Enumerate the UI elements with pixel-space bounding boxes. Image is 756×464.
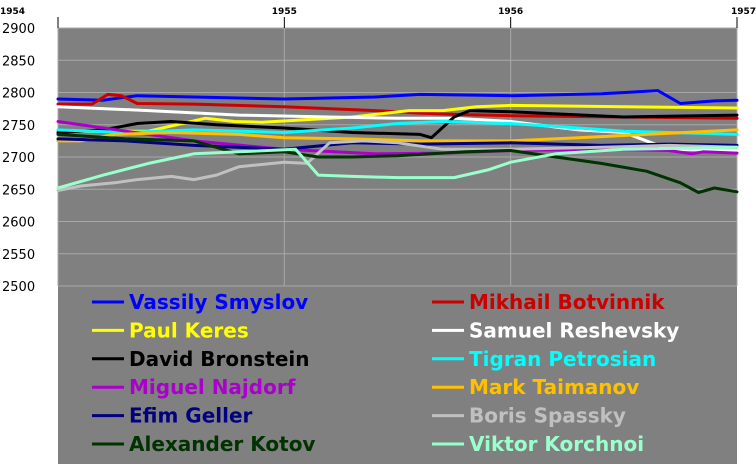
legend-label-paul-keres: Paul Keres bbox=[129, 318, 249, 342]
series-line-alexander-kotov bbox=[56, 132, 739, 194]
legend-label-david-bronstein: David Bronstein bbox=[129, 347, 309, 371]
legend-label-vassily-smyslov: Vassily Smyslov bbox=[129, 290, 308, 314]
legend-label-alexander-kotov: Alexander Kotov bbox=[129, 432, 315, 456]
y-tick-label: 2650 bbox=[2, 183, 35, 198]
legend-label-mikhail-botvinnik: Mikhail Botvinnik bbox=[469, 290, 665, 314]
y-tick-label: 2750 bbox=[2, 119, 35, 134]
legend-label-tigran-petrosian: Tigran Petrosian bbox=[469, 347, 656, 371]
series-line-vassily-smyslov bbox=[56, 89, 739, 105]
x-tick-label: 1955 bbox=[272, 7, 297, 17]
series-line-viktor-korchnoi bbox=[56, 145, 739, 190]
legend-label-miguel-najdorf: Miguel Najdorf bbox=[129, 375, 296, 399]
series-line-boris-spassky bbox=[56, 139, 739, 192]
legend-label-efim-geller: Efim Geller bbox=[129, 404, 253, 428]
y-axis-ticks: 2900 2850 2800 2750 2700 2650 2600 2550 2500 bbox=[2, 22, 35, 295]
y-tick-label: 2800 bbox=[2, 87, 35, 102]
y-tick-label: 2500 bbox=[2, 280, 35, 295]
series-line-paul-keres bbox=[56, 103, 739, 133]
series-line-mark-taimanov bbox=[56, 128, 739, 143]
x-tick-label: 1954 bbox=[0, 7, 25, 17]
legend: Vassily Smyslov Mikhail Botvinnik Paul Ker… bbox=[92, 290, 679, 456]
legend-label-samuel-reshevsky: Samuel Reshevsky bbox=[469, 318, 679, 342]
series-line-mikhail-botvinnik bbox=[56, 92, 739, 120]
y-tick-label: 2550 bbox=[2, 248, 35, 263]
y-tick-label: 2700 bbox=[2, 151, 35, 166]
series-lines bbox=[56, 89, 739, 194]
x-axis-ticks: 1954 1955 1956 1957 bbox=[0, 7, 756, 28]
plot-background bbox=[58, 28, 737, 464]
x-tick-label: 1956 bbox=[498, 7, 523, 17]
legend-label-viktor-korchnoi: Viktor Korchnoi bbox=[469, 432, 644, 456]
legend-label-mark-taimanov: Mark Taimanov bbox=[469, 375, 639, 399]
legend-label-boris-spassky: Boris Spassky bbox=[469, 404, 626, 428]
y-tick-label: 2600 bbox=[2, 216, 35, 231]
series-line-tigran-petrosian bbox=[56, 120, 739, 136]
grid-lines bbox=[57, 27, 738, 287]
x-tick-label: 1957 bbox=[731, 7, 756, 17]
y-tick-label: 2900 bbox=[2, 22, 35, 37]
y-tick-label: 2850 bbox=[2, 54, 35, 69]
series-line-david-bronstein bbox=[56, 109, 739, 140]
